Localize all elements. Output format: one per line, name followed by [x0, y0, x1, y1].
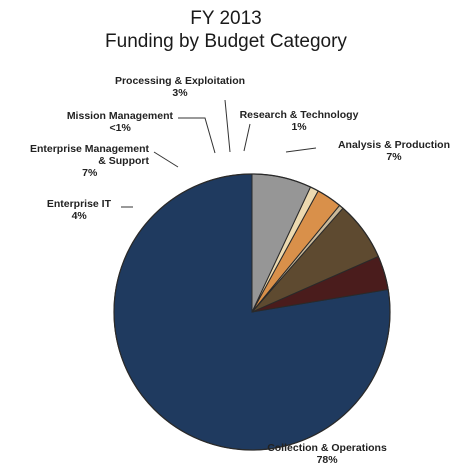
leader-line-processing-exploitation: [224, 99, 231, 153]
slice-value-mission-management: <1%: [110, 122, 132, 134]
leader-line-mission-management: [178, 117, 216, 154]
label-leaders: [121, 99, 317, 208]
slice-value-research-technology: 1%: [291, 121, 307, 133]
pie-outline: [113, 173, 391, 451]
slice-value-enterprise-management-support: 7%: [82, 167, 98, 179]
slice-value-collection-operations: 78%: [317, 454, 339, 466]
slice-label-enterprise-it: Enterprise IT: [47, 198, 112, 210]
chart-subtitle: Funding by Budget Category: [105, 31, 347, 52]
slice-label-processing-exploitation: Processing & Exploitation: [115, 75, 245, 87]
slice-label-enterprise-management-support-line-2: & Support: [98, 155, 149, 167]
slice-label-research-technology: Research & Technology: [240, 109, 359, 121]
slice-label-analysis-production: Analysis & Production: [338, 139, 450, 151]
slice-label-collection-operations: Collection & Operations: [267, 442, 387, 454]
slice-value-analysis-production: 7%: [386, 151, 402, 163]
slice-label-mission-management: Mission Management: [67, 110, 174, 122]
leader-line-enterprise-management-support: [153, 151, 179, 168]
slice-label-enterprise-management-support-line-1: Enterprise Management: [30, 143, 150, 155]
chart-title: FY 2013: [190, 8, 261, 29]
leader-line-research-technology: [243, 123, 251, 152]
slice-value-enterprise-it: 4%: [72, 210, 88, 222]
pie-slices: [113, 173, 391, 451]
leader-line-analysis-production: [285, 147, 317, 153]
slice-value-processing-exploitation: 3%: [172, 87, 188, 99]
